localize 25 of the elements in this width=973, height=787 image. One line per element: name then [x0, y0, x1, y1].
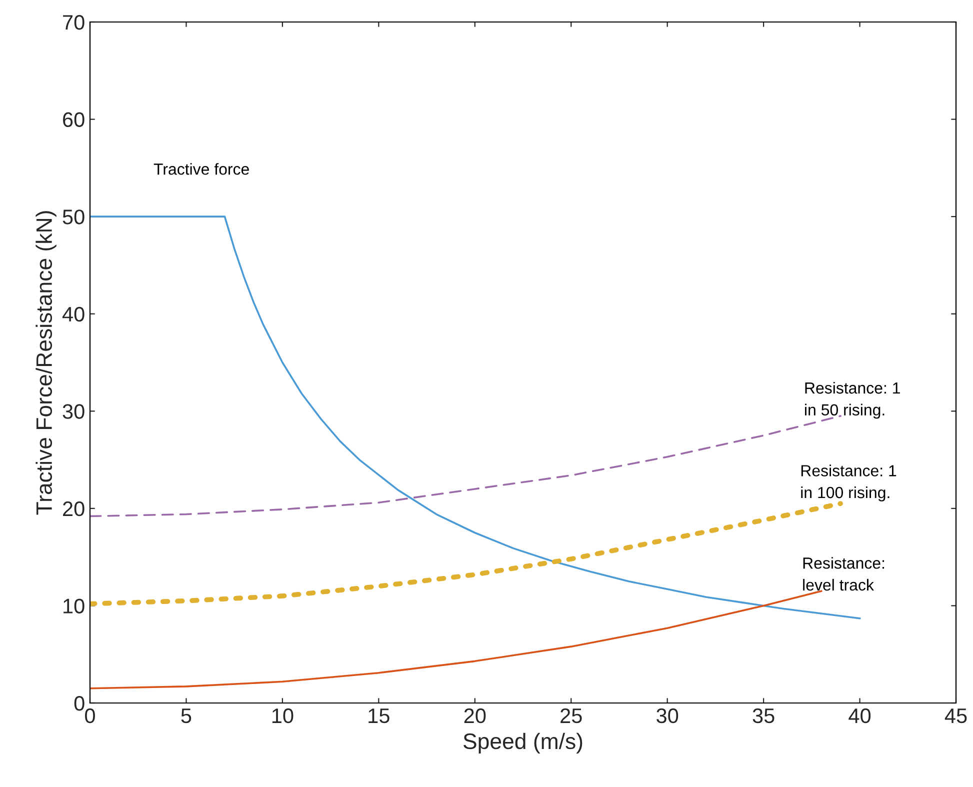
x-tick-label: 15	[368, 708, 390, 724]
line-series	[90, 590, 822, 690]
x-tick-label: 5	[181, 708, 192, 724]
y-tick-label: 50	[62, 210, 84, 224]
y-tick-label: 70	[63, 15, 84, 30]
y-tick-label: 0	[74, 696, 84, 711]
x-tick-label: 20	[464, 708, 486, 724]
series-label: Resistance: 1 in 50 rising.	[805, 382, 900, 419]
x-tick-label: 35	[752, 708, 774, 724]
series-label: Resistance: level track	[803, 557, 884, 591]
x-tick-label: 0	[85, 708, 95, 724]
y-tick-label: 20	[63, 501, 84, 516]
x-tick-label: 40	[848, 708, 871, 724]
y-tick-label: 30	[62, 404, 84, 419]
y-tick-label: 60	[63, 112, 84, 128]
series-label: Resistance: 1 in 100 rising.	[801, 464, 896, 502]
y-axis-title: Tractive Force/Resistance (kN)	[36, 211, 56, 515]
text: Tractive force	[154, 163, 249, 175]
x-tick-label: 10	[272, 708, 294, 724]
x-tick-label: 30	[656, 708, 678, 724]
x-tick-label: 25	[560, 708, 582, 724]
y-tick-label: 40	[62, 306, 84, 322]
x-axis-title: Speed (m/s)	[464, 732, 582, 754]
x-tick-label: 45	[944, 708, 967, 724]
y-tick-label: 10	[64, 598, 84, 614]
